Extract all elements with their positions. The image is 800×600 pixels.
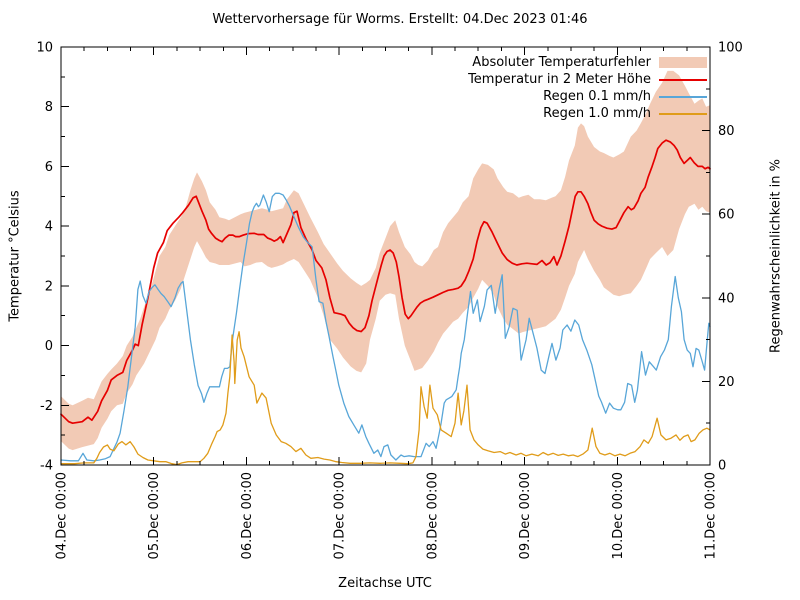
rain-10-line [60,331,711,466]
x-tick-label: 07.Dec 00:00 [333,472,348,559]
temperature-line [60,139,711,425]
legend-swatch-rain-10 [659,112,707,115]
rain-01-line [60,192,711,462]
legend-swatch-rain-01 [659,95,707,98]
y-right-tick-label: 0 [718,459,726,474]
y-axis-label-rain-probability: Regenwahrscheinlichkeit in % [768,159,784,353]
x-tick-label: 05.Dec 00:00 [147,472,162,559]
x-tick-label: 09.Dec 00:00 [518,472,533,559]
y-right-tick-label: 20 [718,375,735,390]
legend-swatch-temperature [659,78,707,81]
y-left-tick-label: 0 [45,339,53,354]
chart-title: Wettervorhersage für Worms. Erstellt: 04… [212,12,588,27]
y-right-tick-label: 80 [718,124,735,139]
y-left-tick-label: 4 [45,220,53,235]
x-axis-label: Zeitachse UTC [338,576,432,591]
legend-item-error-band: Absoluter Temperaturfehler [468,54,707,71]
legend: Absoluter Temperaturfehler Temperatur in… [468,54,707,122]
legend-label-temperature: Temperatur in 2 Meter Höhe [468,72,651,87]
y-left-tick-label: 10 [36,41,53,56]
x-tick-label: 08.Dec 00:00 [425,472,440,559]
y-left-tick-label: -4 [40,459,53,474]
y-right-tick-label: 40 [718,291,735,306]
x-tick-label: 10.Dec 00:00 [611,472,626,559]
legend-swatch-error-band [659,57,707,68]
x-tick-label: 04.Dec 00:00 [55,472,70,559]
y-right-tick-label: 100 [718,41,743,56]
legend-label-error-band: Absoluter Temperaturfehler [472,55,651,70]
legend-item-rain-10: Regen 1.0 mm/h [468,105,707,122]
legend-item-temperature: Temperatur in 2 Meter Höhe [468,71,707,88]
x-tick-label: 06.Dec 00:00 [240,472,255,559]
y-left-tick-label: 2 [45,279,53,294]
y-axis-label-temperature: Temperatur °Celsius [7,190,23,322]
y-left-tick-label: -2 [40,399,53,414]
y-left-tick-label: 6 [45,160,53,175]
temperature-error-band [61,70,710,451]
x-tick-label: 11.Dec 00:00 [704,472,719,559]
legend-label-rain-10: Regen 1.0 mm/h [543,106,651,121]
legend-item-rain-01: Regen 0.1 mm/h [468,88,707,105]
y-right-tick-label: 60 [718,208,735,223]
y-left-tick-label: 8 [45,100,53,115]
legend-label-rain-01: Regen 0.1 mm/h [543,89,651,104]
